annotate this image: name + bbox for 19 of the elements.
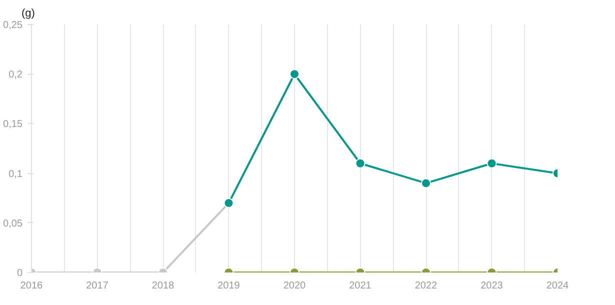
- x-tick-label: 2023: [480, 280, 504, 292]
- point: [486, 158, 497, 168]
- x-tick-label: 2017: [86, 280, 109, 292]
- x-tick-label: 2019: [218, 280, 240, 292]
- x-tick-label: 2021: [349, 280, 372, 292]
- y-tick-label: 0,25: [3, 20, 23, 31]
- x-tick-label: 2024: [546, 280, 570, 292]
- y-axis-title: (g): [22, 8, 35, 20]
- y-tick-label: 0,15: [3, 119, 23, 130]
- y-tick-label: 0: [16, 268, 23, 279]
- y-tick-label: 0,1: [8, 168, 23, 180]
- y-tick-label: 0,05: [3, 218, 23, 230]
- x-tick-label: 2020: [283, 280, 306, 292]
- x-tick-label: 2018: [152, 280, 175, 292]
- x-tick-label: 2022: [414, 280, 438, 292]
- x-tick-label: 2016: [20, 280, 44, 292]
- point: [421, 178, 431, 188]
- y-tick-label: 0,2: [8, 70, 23, 81]
- point: [355, 158, 366, 168]
